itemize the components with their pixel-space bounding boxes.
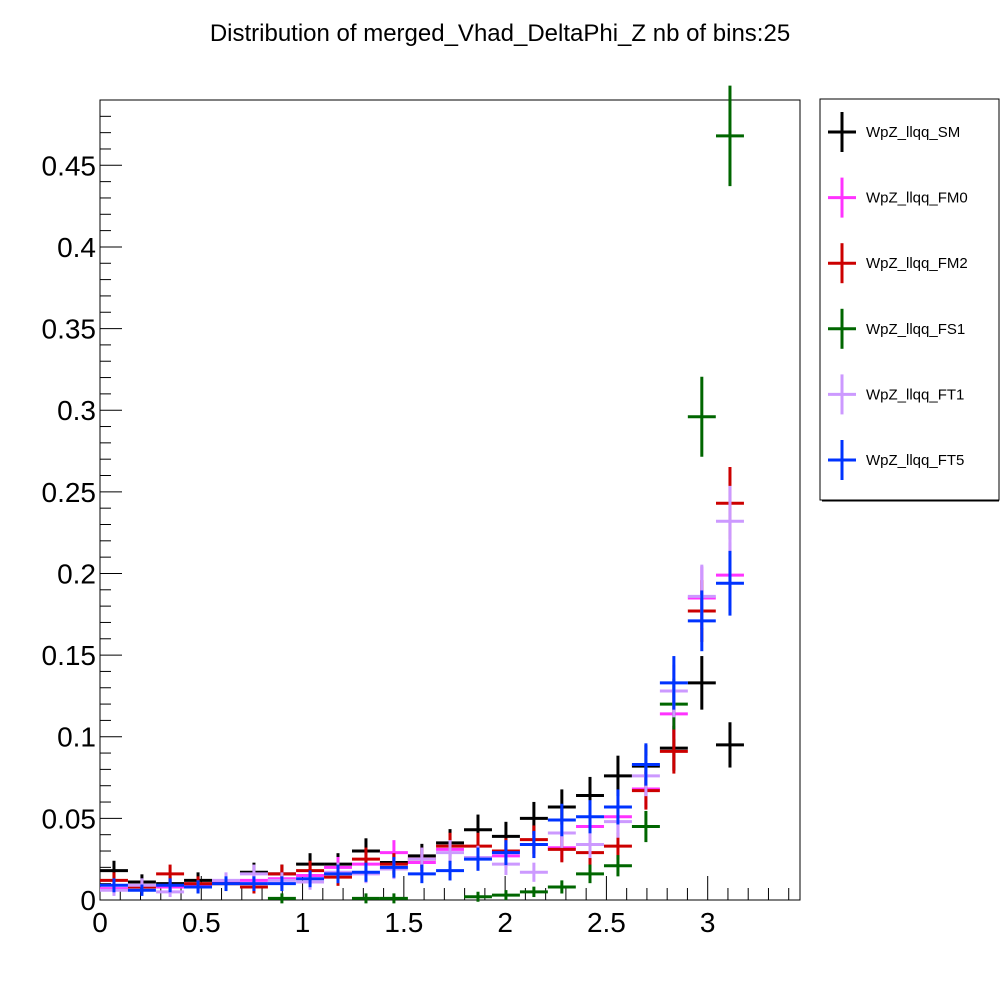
data-point	[491, 840, 520, 866]
data-point	[100, 878, 128, 893]
data-point	[519, 862, 548, 882]
series-WpZ_llqq_FT5	[100, 550, 744, 896]
data-point	[379, 893, 408, 904]
y-tick-label: 0.2	[57, 558, 96, 589]
legend-label: WpZ_llqq_FM2	[866, 255, 968, 272]
legend-box	[819, 98, 1000, 501]
data-point	[576, 864, 604, 884]
data-point	[715, 485, 744, 557]
legend: WpZ_llqq_SM WpZ_llqq_FM0 WpZ_llqq_FM2 WpZ_l…	[819, 98, 1000, 502]
data-point	[324, 864, 352, 884]
plot-border	[99, 99, 801, 901]
data-point	[576, 800, 604, 834]
plot-frame	[99, 99, 801, 901]
legend-label: WpZ_llqq_FS1	[866, 321, 965, 338]
data-point	[267, 893, 296, 904]
data-point	[436, 860, 465, 881]
data-point	[603, 789, 632, 825]
data-point	[464, 891, 492, 902]
x-tick-label: 2.5	[587, 907, 626, 938]
y-tick-label: 0.35	[42, 314, 97, 345]
data-point	[156, 878, 185, 893]
data-point	[715, 550, 744, 616]
series-WpZ_llqq_FS1	[267, 85, 744, 904]
y-axis: 0 0.05 0.1 0.15 0.2 0.25 0.3 0.35 0.4 0.45	[42, 115, 122, 916]
x-tick-label: 1.5	[384, 907, 423, 938]
chart-title: Distribution of merged_Vhad_DeltaPhi_Z n…	[209, 20, 791, 47]
y-tick-label: 0.25	[42, 477, 97, 508]
y-tick-label: 0.15	[42, 640, 97, 671]
data-point	[127, 884, 156, 896]
y-tick-label: 0.1	[57, 722, 96, 753]
x-tick-label: 0.5	[182, 907, 221, 938]
data-point	[659, 656, 688, 710]
data-point	[687, 656, 716, 710]
data-point	[464, 847, 492, 871]
data-point	[659, 729, 688, 774]
data-point	[547, 803, 576, 837]
data-point	[715, 722, 744, 768]
data-point	[603, 855, 632, 877]
legend-item: WpZ_llqq_SM	[828, 112, 960, 152]
y-tick-label: 0.05	[42, 803, 97, 834]
legend-item: WpZ_llqq_FS1	[828, 308, 965, 349]
legend-label: WpZ_llqq_FT1	[866, 386, 964, 403]
data-point	[576, 830, 604, 859]
data-point	[631, 810, 660, 843]
data-marks	[100, 85, 744, 904]
legend-item: WpZ_llqq_FT1	[828, 374, 964, 415]
data-point	[296, 870, 325, 888]
data-point	[519, 886, 548, 898]
y-tick-label: 0.3	[57, 395, 96, 426]
legend-label: WpZ_llqq_FT5	[866, 452, 964, 469]
y-tick-label: 0.45	[42, 150, 97, 181]
x-tick-label: 3	[700, 907, 716, 938]
data-point	[239, 876, 268, 892]
legend-item: WpZ_llqq_FM0	[828, 177, 968, 218]
data-point	[491, 890, 520, 901]
data-point	[379, 856, 408, 878]
data-point	[351, 893, 380, 904]
data-point	[631, 743, 660, 786]
legend-item: WpZ_llqq_FT5	[828, 440, 964, 480]
data-point	[407, 864, 436, 884]
data-point	[267, 876, 296, 892]
data-point	[351, 862, 380, 882]
x-tick-label: 2	[497, 907, 513, 938]
legend-label: WpZ_llqq_SM	[866, 124, 960, 141]
data-point	[547, 880, 576, 894]
data-point	[687, 376, 716, 457]
x-tick-label: 0	[92, 907, 108, 938]
y-tick-label: 0	[80, 885, 96, 916]
y-tick-label: 0.4	[57, 232, 96, 263]
data-point	[519, 830, 548, 859]
data-point	[687, 590, 716, 652]
data-point	[184, 880, 213, 894]
x-tick-label: 1	[295, 907, 311, 938]
data-point	[715, 85, 744, 187]
data-point	[212, 876, 240, 892]
legend-item: WpZ_llqq_FM2	[828, 243, 968, 284]
legend-label: WpZ_llqq_FM0	[866, 190, 968, 207]
